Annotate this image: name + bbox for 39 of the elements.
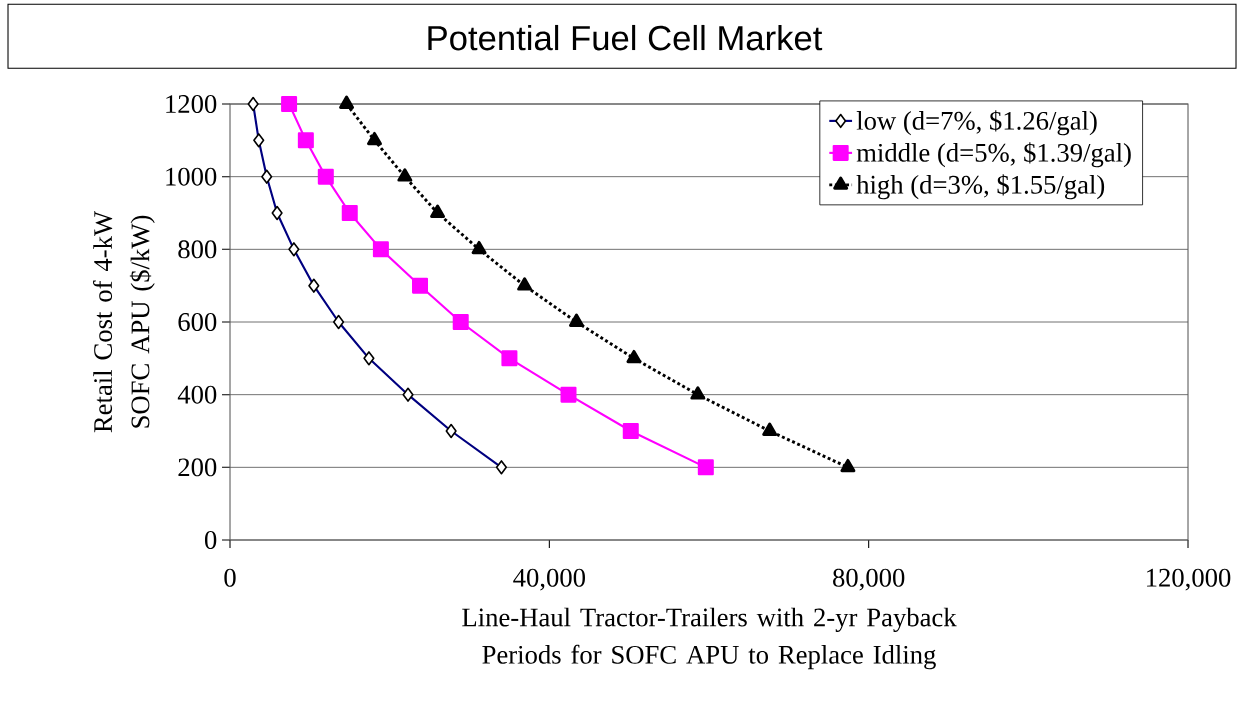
y-tick-label: 400 [177,385,217,404]
point [317,168,334,185]
y-tick-label: 200 [178,458,217,477]
point [372,241,389,258]
point [452,314,469,330]
point [626,349,642,364]
y-axis-title: Retail Cost of 4-kW SOFC APU ($/kW) [93,210,155,433]
point [840,458,856,473]
point [560,386,577,403]
legend-label: low (d=7%, $1.26/gal) [856,110,1097,136]
x-tick-label: 120,000 [1147,568,1231,591]
x-tick-label: 80,000 [833,568,905,591]
y-tick-label: 1200 [166,95,217,113]
legend-label: high (d=3%, $1.55/gal) [856,174,1105,200]
x-axis-title: Line-Haul Tractor-Trailers with 2-yr Payback Periods for SOFC APU to Replace Idling [462,607,957,670]
point [569,313,584,327]
y-tick-label: 800 [178,240,217,259]
point [397,168,413,182]
y-tick-label: 0 [204,531,217,549]
y-tick-label: 600 [178,313,217,331]
x-tick-label: 40,000 [513,568,585,591]
y-tick-label: 1000 [166,167,217,186]
point [501,350,518,367]
point [690,386,706,400]
point [297,132,314,149]
point [412,277,429,294]
point [281,96,298,112]
point [339,95,355,109]
point [341,205,358,221]
point [762,422,778,436]
point [517,277,533,291]
x-tick-label: 0 [224,568,236,587]
legend-label: middle (d=5%, $1.39/gal) [856,142,1131,168]
point [697,459,714,476]
chart-title: Potential Fuel Cell Market [428,24,823,51]
point [430,204,446,218]
point [367,131,382,146]
point [622,423,639,439]
point [471,240,487,255]
